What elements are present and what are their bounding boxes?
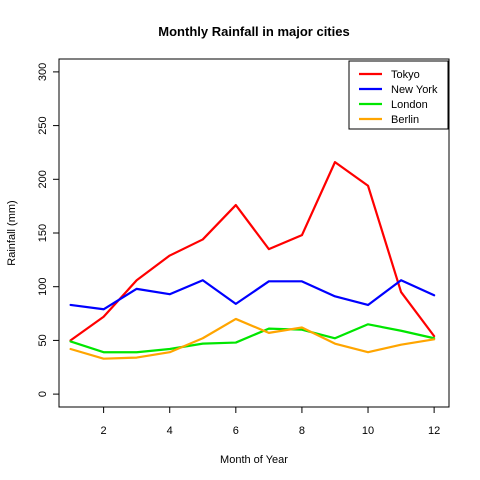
legend-label: Tokyo xyxy=(391,69,420,81)
series-line-new-york xyxy=(69,279,436,311)
series-line-london xyxy=(69,323,436,354)
y-tick-label: 150 xyxy=(37,224,49,242)
x-tick-label: 4 xyxy=(167,425,173,437)
y-tick-label: 50 xyxy=(37,334,49,346)
y-tick-label: 0 xyxy=(37,391,49,397)
x-tick-label: 10 xyxy=(362,425,374,437)
y-tick-label: 100 xyxy=(37,278,49,296)
y-axis-label: Rainfall (mm) xyxy=(6,200,18,265)
x-axis-label: Month of Year xyxy=(220,454,288,466)
series-lines xyxy=(69,161,436,360)
x-tick-label: 8 xyxy=(299,425,305,437)
legend-label: New York xyxy=(391,84,438,96)
y-axis: 0 50 100 150 200 250 300 xyxy=(37,63,60,397)
x-tick-label: 12 xyxy=(428,425,440,437)
x-tick-label: 6 xyxy=(233,425,239,437)
legend: Tokyo New York London Berlin xyxy=(348,60,449,130)
legend-label: London xyxy=(391,99,428,111)
series-line-tokyo xyxy=(69,161,436,342)
legend-box xyxy=(348,60,449,130)
x-axis: 2 4 6 8 10 12 xyxy=(101,406,440,437)
legend-label: Berlin xyxy=(391,114,419,126)
y-tick-label: 200 xyxy=(37,170,49,188)
chart-title: Monthly Rainfall in major cities xyxy=(158,24,349,39)
y-tick-label: 300 xyxy=(37,63,49,81)
series-line-berlin xyxy=(69,317,436,360)
x-tick-label: 2 xyxy=(101,425,107,437)
y-tick-label: 250 xyxy=(37,116,49,134)
